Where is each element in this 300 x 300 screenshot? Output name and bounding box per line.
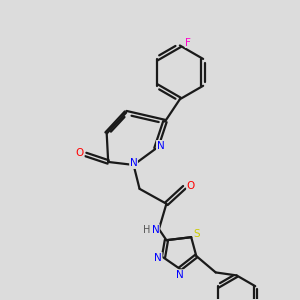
Text: N: N — [176, 270, 184, 280]
Text: N: N — [154, 253, 162, 262]
Text: S: S — [194, 229, 200, 239]
Text: O: O — [187, 181, 195, 191]
Text: N: N — [152, 225, 159, 235]
Text: H: H — [143, 225, 150, 235]
Text: N: N — [130, 158, 137, 168]
Text: F: F — [185, 38, 191, 47]
Text: N: N — [157, 140, 164, 151]
Text: O: O — [76, 148, 84, 158]
